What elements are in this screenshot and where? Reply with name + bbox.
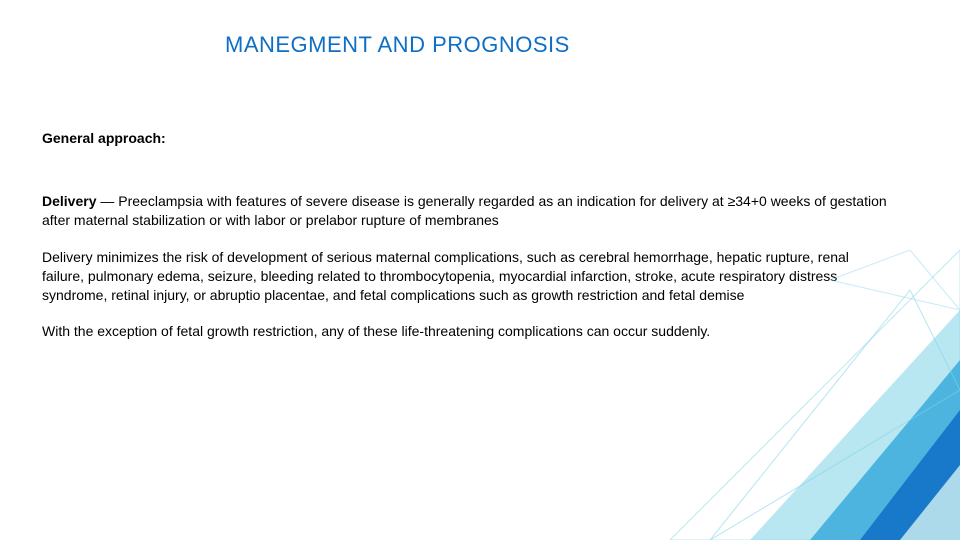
- subheading: General approach:: [42, 130, 890, 146]
- paragraph-delivery: Delivery — Preeclampsia with features of…: [42, 192, 890, 230]
- slide: MANEGMENT AND PROGNOSIS General approach…: [0, 0, 960, 540]
- paragraph-sudden: With the exception of fetal growth restr…: [42, 322, 890, 341]
- slide-content: General approach: Delivery — Preeclampsi…: [42, 130, 890, 359]
- paragraph-body: Preeclampsia with features of severe dis…: [42, 193, 887, 228]
- paragraph-label: Delivery: [42, 193, 96, 209]
- paragraph-complications: Delivery minimizes the risk of developme…: [42, 248, 890, 305]
- paragraph-sep: —: [96, 193, 118, 209]
- slide-title: MANEGMENT AND PROGNOSIS: [225, 32, 570, 58]
